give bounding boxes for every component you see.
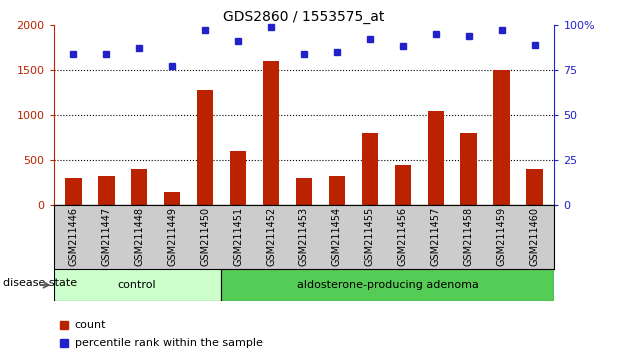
Title: GDS2860 / 1553575_at: GDS2860 / 1553575_at [223,10,385,24]
Text: GSM211454: GSM211454 [332,207,342,266]
Bar [98,176,115,205]
Bar [65,178,81,205]
Text: GSM211451: GSM211451 [233,207,243,266]
Bar [295,178,312,205]
Text: percentile rank within the sample: percentile rank within the sample [74,338,263,348]
Text: control: control [118,280,156,290]
Text: GSM211459: GSM211459 [496,207,507,266]
Bar [197,90,214,205]
Text: GSM211447: GSM211447 [101,207,112,266]
Bar [263,61,279,205]
Text: GSM211453: GSM211453 [299,207,309,266]
Bar [131,169,147,205]
Text: GSM211446: GSM211446 [68,207,78,266]
Bar [493,70,510,205]
Text: GSM211456: GSM211456 [398,207,408,266]
Text: GSM211460: GSM211460 [530,207,540,266]
Bar [230,151,246,205]
Text: GSM211448: GSM211448 [134,207,144,266]
Text: GSM211450: GSM211450 [200,207,210,266]
Text: aldosterone-producing adenoma: aldosterone-producing adenoma [297,280,478,290]
Bar [54,269,220,301]
Bar [220,269,554,301]
Text: GSM211452: GSM211452 [266,207,276,267]
Text: GSM211455: GSM211455 [365,207,375,267]
Text: GSM211458: GSM211458 [464,207,474,266]
Bar [394,165,411,205]
Text: disease state: disease state [3,278,77,289]
Bar [362,133,378,205]
Bar [329,176,345,205]
Text: GSM211457: GSM211457 [431,207,441,267]
Text: count: count [74,320,106,330]
Bar [164,192,180,205]
Bar [428,110,444,205]
Bar [461,133,477,205]
Text: GSM211449: GSM211449 [167,207,177,266]
Bar [527,169,543,205]
